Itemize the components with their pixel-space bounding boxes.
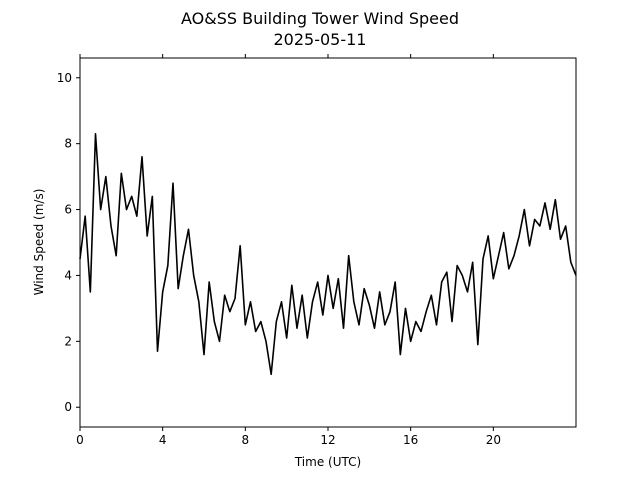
x-tick-label-8: 8: [242, 433, 250, 447]
chart-title: AO&SS Building Tower Wind Speed: [181, 9, 459, 28]
y-tick-label-10: 10: [57, 71, 72, 85]
y-tick-label-8: 8: [64, 137, 72, 151]
y-tick-label-6: 6: [64, 203, 72, 217]
plot-area: [79, 132, 577, 376]
x-axis-label: Time (UTC): [294, 455, 361, 469]
x-tick-label-0: 0: [76, 433, 84, 447]
x-tick-label-20: 20: [486, 433, 501, 447]
x-tick-label-16: 16: [403, 433, 418, 447]
y-axis: 0 2 4 6 8 10: [57, 71, 80, 414]
x-axis: 0 4 8 12 16 20: [76, 54, 501, 447]
y-tick-label-2: 2: [64, 334, 72, 348]
y-tick-label-0: 0: [64, 400, 72, 414]
y-axis-label: Wind Speed (m/s): [32, 189, 46, 296]
x-tick-label-12: 12: [320, 433, 335, 447]
chart-subtitle: 2025-05-11: [274, 30, 367, 49]
y-tick-label-4: 4: [64, 268, 72, 282]
series-line-0: [79, 132, 577, 376]
x-tick-label-4: 4: [159, 433, 167, 447]
